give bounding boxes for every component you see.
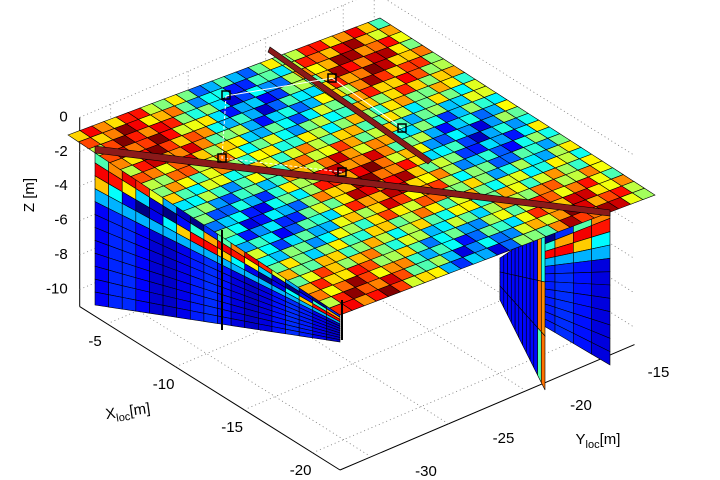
cell xyxy=(510,247,516,276)
cell xyxy=(522,276,527,316)
cell xyxy=(537,326,542,383)
cell xyxy=(591,271,611,286)
x-label-unit: [m] xyxy=(128,400,151,420)
z-axis-label: Z [m] xyxy=(21,178,38,212)
cell xyxy=(518,275,523,312)
cell xyxy=(518,306,523,346)
survey-connector xyxy=(225,77,403,129)
cell xyxy=(533,279,538,329)
z-tick-label: 0 xyxy=(59,108,67,125)
cell xyxy=(529,318,535,368)
cell xyxy=(525,277,531,321)
survey-line xyxy=(94,145,611,217)
survey-line xyxy=(267,46,433,165)
cell xyxy=(514,301,520,338)
cell xyxy=(540,331,546,391)
electrode xyxy=(337,167,347,177)
surface xyxy=(67,17,656,316)
cell xyxy=(135,299,150,314)
cell xyxy=(507,293,512,323)
grid-line xyxy=(243,284,539,411)
grid-line xyxy=(312,327,608,454)
cell xyxy=(522,310,527,353)
cell xyxy=(525,314,531,361)
cell xyxy=(108,294,123,310)
cell xyxy=(591,341,611,366)
grid-line xyxy=(386,0,635,156)
y-label-main: Y xyxy=(576,431,586,448)
cell xyxy=(514,244,520,277)
y-label-sub: loc xyxy=(586,439,601,451)
electrode xyxy=(397,123,407,133)
cell xyxy=(499,254,505,274)
cell xyxy=(499,285,505,308)
grid-line xyxy=(79,0,357,118)
cross-sections xyxy=(94,149,611,391)
cell xyxy=(94,291,109,308)
z-tick-label: -4 xyxy=(54,177,67,194)
z-tick-label: -2 xyxy=(54,143,67,160)
y-tick-label: -30 xyxy=(415,463,437,480)
cell xyxy=(326,336,341,343)
cell xyxy=(514,274,520,308)
x-tick-label: -5 xyxy=(88,333,101,350)
cell xyxy=(573,271,592,285)
electrode xyxy=(217,153,227,163)
y-tick-label: -20 xyxy=(570,397,592,414)
cell xyxy=(533,322,538,376)
cell xyxy=(573,260,592,274)
x-label-main: X xyxy=(105,405,117,423)
cell xyxy=(510,297,516,331)
cell xyxy=(529,278,535,325)
cell xyxy=(510,274,516,304)
y-axis xyxy=(339,344,635,471)
cell xyxy=(554,272,574,284)
x-label-sub: loc xyxy=(116,411,132,425)
cell xyxy=(121,297,137,312)
cell xyxy=(522,239,527,279)
y-tick-label: -15 xyxy=(648,364,670,381)
cell xyxy=(503,289,508,316)
y-tick-label: -25 xyxy=(493,430,515,447)
grid-line xyxy=(110,293,372,458)
x-tick-label: -10 xyxy=(153,376,175,393)
cell xyxy=(540,280,546,337)
x-tick-label: -20 xyxy=(290,462,312,479)
z-tick-label: -10 xyxy=(46,280,68,297)
electrode xyxy=(327,73,337,83)
cell xyxy=(591,257,611,273)
x-axis xyxy=(79,306,341,471)
electrode xyxy=(221,90,231,100)
y-label-unit: [m] xyxy=(600,431,621,448)
cell xyxy=(631,187,656,200)
z-tick-label: -6 xyxy=(54,212,67,229)
y-axis-label: Yloc[m] xyxy=(576,431,621,451)
cell xyxy=(503,252,508,275)
x-axis-label: Xloc[m] xyxy=(105,400,152,426)
cell xyxy=(507,249,512,275)
x-tick-label: -15 xyxy=(221,419,243,436)
z-tick-label: -8 xyxy=(54,246,67,263)
survey-lines xyxy=(94,46,611,340)
cell xyxy=(537,279,542,333)
cell xyxy=(518,242,523,278)
survey-connector xyxy=(221,95,343,173)
